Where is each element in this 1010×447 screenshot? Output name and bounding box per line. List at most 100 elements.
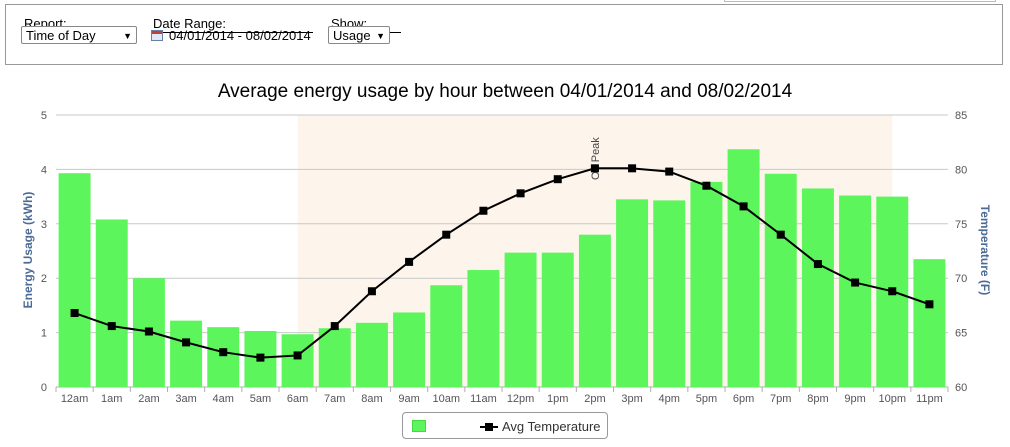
x-tick-label: 9pm xyxy=(844,393,865,405)
bar xyxy=(913,259,946,387)
y2-tick-label: 75 xyxy=(955,219,967,231)
chart-title: Average energy usage by hour between 04/… xyxy=(218,81,793,102)
chevron-down-icon: ▼ xyxy=(376,31,385,41)
bar xyxy=(170,320,203,387)
legend-marker-symbol xyxy=(485,423,493,431)
report-select[interactable]: Time of Day ▼ xyxy=(21,26,137,44)
x-tick-label: 5am xyxy=(250,393,271,405)
bar xyxy=(467,270,500,387)
temperature-point xyxy=(405,257,414,266)
y2-axis-title: Temperature (F) xyxy=(978,205,992,295)
chevron-down-icon: ▼ xyxy=(123,31,132,41)
bar xyxy=(207,327,240,387)
temperature-point xyxy=(293,351,302,360)
chart-legend: Avg Temperature xyxy=(402,412,608,439)
y2-tick-label: 85 xyxy=(955,110,967,122)
peak-band-label: On Peak xyxy=(590,137,602,180)
y-tick-label: 3 xyxy=(41,219,47,231)
temperature-line xyxy=(74,167,930,359)
show-select-value: Usage xyxy=(333,28,371,43)
x-tick-label: 10pm xyxy=(878,393,906,405)
bar xyxy=(578,234,611,387)
bar xyxy=(690,181,723,387)
temperature-point xyxy=(219,348,228,357)
x-tick-label: 3pm xyxy=(621,393,642,405)
y2-tick-label: 80 xyxy=(955,164,967,176)
bar xyxy=(355,322,388,387)
x-tick-label: 1am xyxy=(101,393,122,405)
temperature-point xyxy=(776,230,785,239)
top-edge-panel xyxy=(724,0,996,2)
bar xyxy=(393,312,426,387)
temperature-point xyxy=(665,167,674,176)
y2-tick-label: 60 xyxy=(955,382,967,394)
temperature-point xyxy=(628,164,637,173)
temperature-point xyxy=(330,322,339,331)
y2-tick-label: 70 xyxy=(955,273,967,285)
bar xyxy=(95,219,128,387)
x-tick-label: 7pm xyxy=(770,393,791,405)
temperature-point xyxy=(367,287,376,296)
x-tick-label: 6am xyxy=(287,393,308,405)
temperature-point xyxy=(182,338,191,347)
y-tick-label: 4 xyxy=(41,164,47,176)
bar xyxy=(653,200,686,387)
x-tick-label: 1pm xyxy=(547,393,568,405)
y-tick-label: 0 xyxy=(41,382,47,394)
temperature-point xyxy=(888,287,897,296)
y-tick-label: 1 xyxy=(41,328,47,340)
bar xyxy=(541,252,574,387)
temperature-point xyxy=(70,309,79,318)
legend-usage-swatch[interactable] xyxy=(412,420,426,432)
y2-tick-label: 65 xyxy=(955,328,967,340)
bar xyxy=(839,195,872,387)
calendar-icon xyxy=(151,30,163,41)
bar xyxy=(430,285,463,387)
x-tick-label: 2pm xyxy=(584,393,605,405)
x-tick-label: 10am xyxy=(432,393,460,405)
y-tick-label: 5 xyxy=(41,110,47,122)
x-tick-label: 9am xyxy=(398,393,419,405)
date-range-label: Date Range: xyxy=(151,16,313,33)
temperature-point xyxy=(702,181,711,190)
y-axis-title: Energy Usage (kWh) xyxy=(21,192,35,309)
temperature-point xyxy=(256,353,265,362)
filter-panel: Report: Time of Day ▼ Date Range: 04/01/… xyxy=(5,4,1003,65)
date-range-picker[interactable]: 04/01/2014 - 08/02/2014 xyxy=(151,27,311,45)
temperature-point xyxy=(739,202,748,211)
x-tick-label: 4pm xyxy=(659,393,680,405)
temperature-point xyxy=(590,164,599,173)
report-select-value: Time of Day xyxy=(26,28,96,43)
bar xyxy=(318,328,351,387)
temperature-point xyxy=(925,300,934,309)
x-tick-label: 8am xyxy=(361,393,382,405)
y-tick-label: 2 xyxy=(41,273,47,285)
x-tick-label: 11am xyxy=(470,393,497,405)
temperature-point xyxy=(813,260,822,269)
temperature-point xyxy=(442,230,451,239)
energy-chart: On Peak 0 1 2 3 4 5 60 65 70 75 80 85 12am 1am 2am 3am 4… xyxy=(21,81,992,405)
temperature-point xyxy=(107,322,116,331)
show-select[interactable]: Usage ▼ xyxy=(328,26,390,44)
axis-layer: 0 1 2 3 4 5 60 65 70 75 80 85 12am 1am 2am 3am 4am 5am 6am… xyxy=(41,110,967,405)
bar xyxy=(764,173,797,387)
temperature-point xyxy=(553,175,562,184)
bar xyxy=(616,199,649,387)
x-tick-label: 6pm xyxy=(733,393,754,405)
temperature-point xyxy=(144,327,153,336)
x-tick-label: 3am xyxy=(175,393,196,405)
temperature-point xyxy=(851,278,860,287)
legend-temperature-label[interactable]: Avg Temperature xyxy=(502,419,601,434)
bar xyxy=(504,252,537,387)
date-range-group: Date Range: xyxy=(151,16,313,33)
x-tick-label: 12pm xyxy=(507,393,535,405)
temperature-point xyxy=(516,189,525,198)
x-tick-label: 2am xyxy=(138,393,159,405)
x-tick-label: 12am xyxy=(61,393,89,405)
x-tick-label: 4am xyxy=(213,393,234,405)
date-range-value: 04/01/2014 - 08/02/2014 xyxy=(169,28,311,43)
temperature-line-layer xyxy=(70,164,934,362)
bar xyxy=(727,149,760,387)
x-tick-label: 7am xyxy=(324,393,345,405)
x-tick-label: 8pm xyxy=(807,393,828,405)
